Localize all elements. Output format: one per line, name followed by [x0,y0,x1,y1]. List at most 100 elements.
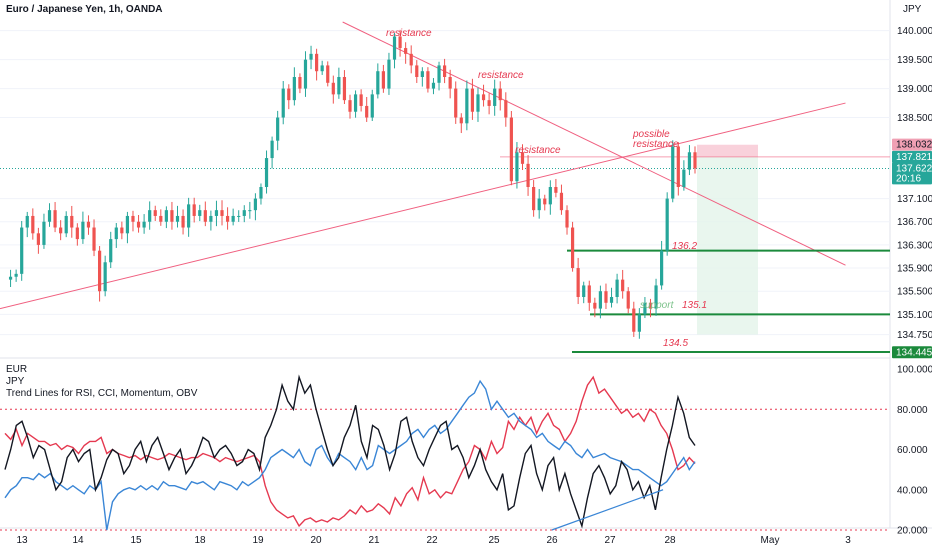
candle-body[interactable] [59,227,63,234]
candle-body[interactable] [615,279,619,297]
candle-body[interactable] [259,187,263,199]
candle-body[interactable] [120,227,124,234]
candle-body[interactable] [582,285,586,297]
price-axis[interactable]: 140.000 139.500 139.000 138.500 137.100 136.7… [892,26,932,359]
candle-body[interactable] [504,100,508,118]
candle-body[interactable] [459,117,463,124]
candle-body[interactable] [231,215,235,222]
candle-body[interactable] [14,273,18,277]
candle-body[interactable] [25,215,29,228]
candle-body[interactable] [370,94,374,118]
candle-body[interactable] [326,65,330,83]
price-badge[interactable] [892,162,932,185]
candle-body[interactable] [303,59,308,89]
candle-body[interactable] [682,169,686,187]
candle-body[interactable] [526,163,530,187]
candle-body[interactable] [36,233,40,245]
osc-series-black[interactable] [4,374,696,529]
candle-body[interactable] [593,302,597,309]
candle-body[interactable] [315,53,319,72]
candle-body[interactable] [498,88,502,101]
candle-body[interactable] [331,82,335,95]
candle-body[interactable] [609,297,614,303]
candle-body[interactable] [643,302,647,315]
candle-body[interactable] [387,59,391,89]
candle-body[interactable] [598,291,603,309]
candle-body[interactable] [53,210,57,228]
candle-body[interactable] [359,94,363,106]
candle-body[interactable] [170,210,174,222]
candle-body[interactable] [86,221,91,228]
osc-series-red[interactable] [4,375,696,528]
candle-body[interactable] [253,198,258,211]
candle-body[interactable] [448,77,452,89]
candle-body[interactable] [426,71,430,89]
candle-body[interactable] [164,210,168,222]
candle-body[interactable] [654,285,658,309]
candle-body[interactable] [409,53,413,66]
candle-body[interactable] [342,77,347,101]
candle-body[interactable] [298,77,302,89]
candle-body[interactable] [415,65,419,77]
resistance-trendline[interactable] [342,21,846,266]
candle-body[interactable] [225,215,230,222]
price-pane[interactable] [0,21,890,353]
candle-body[interactable] [559,192,564,211]
candle-body[interactable] [131,215,135,222]
candle-body[interactable] [203,210,207,222]
candle-body[interactable] [648,302,653,309]
candle-body[interactable] [470,88,475,112]
candle-body[interactable] [481,94,486,101]
candle-body[interactable] [570,227,575,269]
candle-body[interactable] [632,308,636,332]
candle-body[interactable] [92,227,96,251]
candle-body[interactable] [376,71,380,95]
candle-body[interactable] [554,187,558,193]
candle-body[interactable] [660,250,664,286]
candle-body[interactable] [125,215,130,234]
candle-body[interactable] [31,215,35,234]
candle-body[interactable] [136,221,141,228]
candle-body[interactable] [398,36,402,49]
candle-body[interactable] [576,268,580,297]
candle-body[interactable] [248,210,252,212]
candle-body[interactable] [242,210,246,216]
candle-body[interactable] [142,221,146,228]
candle-body[interactable] [532,187,536,211]
candle-body[interactable] [42,221,46,245]
candle-body[interactable] [365,105,369,118]
candle-body[interactable] [148,210,152,222]
candle-body[interactable] [97,250,102,292]
candle-body[interactable] [437,65,441,83]
candle-body[interactable] [114,227,118,240]
candle-body[interactable] [626,291,630,309]
candle-body[interactable] [515,152,519,182]
rising-trendline[interactable] [0,102,846,310]
candle-body[interactable] [75,227,79,240]
time-axis[interactable]: 13 14 15 18 19 20 21 22 25 26 27 28 May 3 [16,535,851,546]
candle-body[interactable] [270,140,274,159]
candle-body[interactable] [220,210,224,216]
candle-body[interactable] [81,221,85,240]
candle-body[interactable] [687,152,692,170]
candle-body[interactable] [337,77,341,95]
price-badge[interactable] [892,346,932,359]
candle-body[interactable] [442,65,447,77]
candle-body[interactable] [604,291,608,303]
candle-body[interactable] [487,100,491,106]
candle-body[interactable] [292,77,296,101]
price-badge[interactable] [892,150,932,163]
currency-label[interactable]: JPY [903,4,922,15]
candle-body[interactable] [175,215,180,222]
candle-body[interactable] [320,65,324,72]
candle-body[interactable] [8,276,13,280]
candle-body[interactable] [153,210,157,216]
candle-body[interactable] [537,198,541,211]
candle-body[interactable] [214,210,219,216]
candle-body[interactable] [621,279,625,292]
candle-body[interactable] [509,117,513,182]
oscillator-pane[interactable] [0,374,890,531]
candle-body[interactable] [198,210,202,216]
candle-body[interactable] [693,152,697,169]
